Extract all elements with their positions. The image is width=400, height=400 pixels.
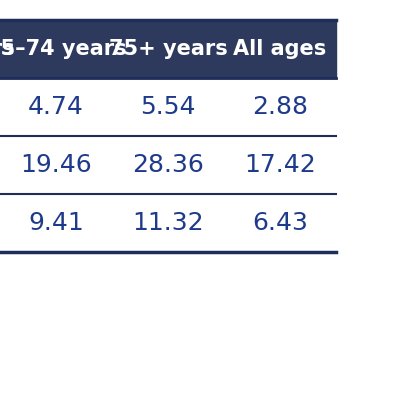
Text: 6.43: 6.43 (252, 211, 308, 235)
Text: 75+ years: 75+ years (109, 39, 227, 59)
Text: 19.46: 19.46 (20, 153, 92, 177)
Text: 28.36: 28.36 (132, 153, 204, 177)
Text: 9.41: 9.41 (28, 211, 84, 235)
Text: 17.42: 17.42 (244, 153, 316, 177)
Text: All ages: All ages (233, 39, 327, 59)
Text: 65–74 years: 65–74 years (0, 39, 126, 59)
Text: 50–64 years: 50–64 years (0, 39, 14, 59)
Text: 2.88: 2.88 (252, 95, 308, 119)
Text: 5.54: 5.54 (140, 95, 196, 119)
Text: 11.32: 11.32 (132, 211, 204, 235)
Text: 4.74: 4.74 (28, 95, 84, 119)
